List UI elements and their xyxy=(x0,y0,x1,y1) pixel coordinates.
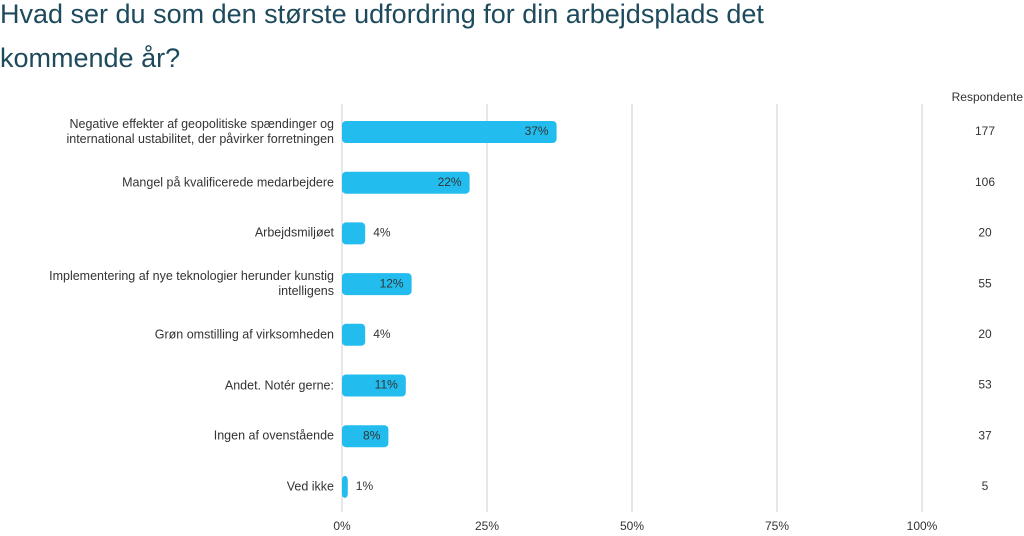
data-label: 8% xyxy=(363,428,381,442)
data-label: 11% xyxy=(375,378,398,392)
respondent-count: 55 xyxy=(978,276,992,290)
bar xyxy=(342,121,557,143)
bar xyxy=(342,273,412,296)
category-label: Mangel på kvalificerede medarbejdere xyxy=(122,175,334,190)
chart-title: Hvad ser du som den største udfordring f… xyxy=(0,0,764,73)
bar xyxy=(342,374,406,397)
category-label: Implementering af nye teknologier herund… xyxy=(49,269,334,299)
x-tick-label: 50% xyxy=(620,519,644,533)
data-label: 22% xyxy=(438,175,462,189)
category-label: Ingen af ovenstående xyxy=(213,428,334,443)
data-label: 12% xyxy=(380,276,404,290)
bar xyxy=(342,323,366,346)
x-tick-label: 25% xyxy=(475,519,499,533)
respondent-count: 106 xyxy=(975,175,995,189)
bar xyxy=(342,222,366,245)
respondent-count: 53 xyxy=(978,378,992,392)
category-label: Grøn omstilling af virksomheden xyxy=(154,327,334,342)
column-header: Respondente xyxy=(952,90,1024,104)
x-tick-label: 75% xyxy=(765,519,789,533)
respondent-count: 177 xyxy=(975,124,995,138)
bar xyxy=(342,425,389,448)
data-label: 37% xyxy=(525,124,549,138)
category-label: Negative effekter af geopolitiske spændi… xyxy=(66,117,334,146)
x-tick-label: 100% xyxy=(907,519,938,533)
bar xyxy=(342,475,348,498)
data-label: 1% xyxy=(356,479,374,493)
category-label: Arbejdsmiljøet xyxy=(254,225,334,240)
respondent-count: 20 xyxy=(978,327,992,341)
bar xyxy=(342,171,470,194)
data-label: 4% xyxy=(373,226,391,240)
data-label: 4% xyxy=(373,327,391,341)
respondent-count: 37 xyxy=(978,428,992,442)
category-label: Ved ikke xyxy=(286,479,334,494)
category-label: Andet. Notér gerne: xyxy=(224,378,334,392)
x-tick-label: 0% xyxy=(333,519,351,533)
respondent-count: 20 xyxy=(978,226,992,240)
respondent-count: 5 xyxy=(982,479,989,493)
